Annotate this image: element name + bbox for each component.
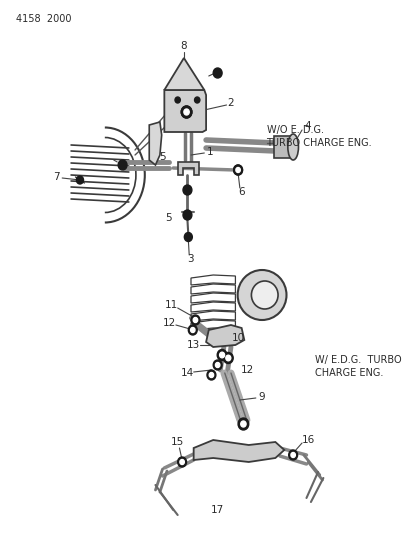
Text: 14: 14 [181,368,194,378]
Circle shape [289,450,297,460]
Circle shape [291,453,295,457]
Polygon shape [149,122,162,165]
Circle shape [234,165,242,175]
Text: 4: 4 [304,121,310,131]
Circle shape [177,457,186,467]
Text: 5: 5 [166,213,172,223]
Text: 12: 12 [163,318,176,328]
Circle shape [220,352,224,358]
Text: 5: 5 [159,152,166,162]
Polygon shape [164,90,206,132]
Circle shape [184,232,192,241]
Circle shape [224,352,233,364]
Circle shape [217,350,227,360]
Circle shape [234,165,242,175]
Text: 16: 16 [302,435,315,445]
Polygon shape [194,440,284,462]
Text: 7: 7 [53,172,59,182]
Circle shape [183,185,192,195]
Ellipse shape [288,134,299,160]
Circle shape [236,167,240,173]
Text: TURBO CHARGE ENG.: TURBO CHARGE ENG. [266,138,372,148]
Polygon shape [177,162,199,175]
Text: 2: 2 [228,98,234,108]
Text: 1: 1 [206,147,213,157]
Polygon shape [206,325,244,347]
Circle shape [207,370,216,380]
Circle shape [215,362,220,367]
Circle shape [118,160,127,170]
Text: 3: 3 [187,254,193,264]
Circle shape [193,318,197,322]
Bar [274,136,290,158]
Text: 13: 13 [187,340,200,350]
Circle shape [76,176,84,184]
Ellipse shape [251,281,278,309]
Circle shape [191,315,200,325]
Polygon shape [164,58,204,90]
Circle shape [188,325,197,335]
Text: 8: 8 [181,41,187,51]
Ellipse shape [237,270,286,320]
Circle shape [241,421,246,427]
Text: 15: 15 [171,437,184,447]
Circle shape [184,109,189,115]
Text: W/ E.D.G.  TURBO: W/ E.D.G. TURBO [315,355,402,365]
Circle shape [213,360,222,370]
Circle shape [180,459,184,464]
Text: CHARGE ENG.: CHARGE ENG. [315,368,384,378]
Circle shape [238,418,249,430]
Text: 6: 6 [238,187,245,197]
Text: 17: 17 [211,505,224,515]
Circle shape [209,373,214,377]
Text: 10: 10 [231,333,245,343]
Text: 12: 12 [240,365,254,375]
Circle shape [181,106,192,118]
Circle shape [181,106,192,118]
Text: 9: 9 [259,392,265,402]
Circle shape [195,97,200,103]
Circle shape [191,327,195,333]
Text: W/O E. D.G.: W/O E. D.G. [266,125,324,135]
Circle shape [175,97,180,103]
Circle shape [183,210,192,220]
Text: 11: 11 [165,300,178,310]
Circle shape [226,355,231,361]
Text: 4158  2000: 4158 2000 [16,14,71,24]
Circle shape [213,68,222,78]
